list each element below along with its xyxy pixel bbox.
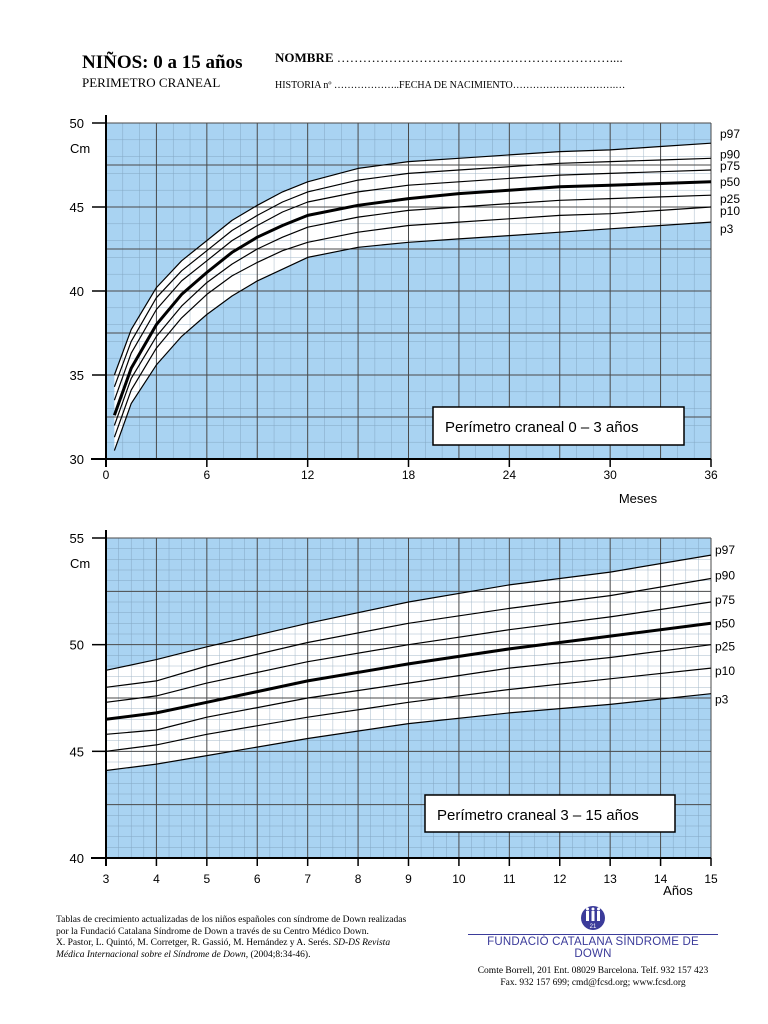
x-tick-label: 5 bbox=[203, 872, 210, 886]
x-axis-label: Años bbox=[663, 883, 693, 898]
x-tick-label: 3 bbox=[103, 872, 110, 886]
series-line-p10 bbox=[113, 206, 712, 438]
series-label-p90: p90 bbox=[720, 147, 740, 161]
x-tick-label: 0 bbox=[103, 468, 110, 482]
y-tick-label: 50 bbox=[70, 638, 84, 653]
x-tick-label: 18 bbox=[402, 468, 416, 482]
x-tick-label: 6 bbox=[203, 468, 210, 482]
percentile-band bbox=[114, 143, 712, 451]
historia-field[interactable]: HISTORIA nº ………………..FECHA DE NACIMIENTO…… bbox=[275, 80, 626, 91]
series-label-p75: p75 bbox=[715, 593, 735, 607]
y-tick-label: 45 bbox=[70, 200, 84, 215]
x-tick-label: 13 bbox=[603, 872, 617, 886]
y-tick-label: 40 bbox=[70, 284, 84, 299]
series-label-p50: p50 bbox=[715, 616, 735, 630]
logo-number: 21 bbox=[590, 924, 597, 930]
page-subtitle: PERIMETRO CRANEAL bbox=[82, 75, 221, 90]
x-tick-label: 24 bbox=[503, 468, 517, 482]
series-label-p3: p3 bbox=[715, 693, 729, 707]
series-line-p50 bbox=[105, 621, 712, 721]
chart-title: Perímetro craneal 0 – 3 años bbox=[445, 419, 638, 436]
nombre-label: NOMBRE bbox=[275, 50, 334, 65]
series-line-p97 bbox=[113, 142, 712, 376]
series-label-p25: p25 bbox=[720, 192, 740, 206]
x-axis-label: Meses bbox=[619, 491, 658, 506]
x-tick-label: 14 bbox=[654, 872, 668, 886]
org-contact: Fax. 932 157 699; cmd@fcsd.org; www.fcsd… bbox=[500, 978, 686, 988]
org-address: Comte Borrell, 201 Ent. 08029 Barcelona.… bbox=[477, 966, 709, 976]
series-label-p50: p50 bbox=[720, 175, 740, 189]
chart-title: Perímetro craneal 3 – 15 años bbox=[437, 807, 639, 824]
x-tick-label: 10 bbox=[452, 872, 466, 886]
series-label-p75: p75 bbox=[720, 159, 740, 173]
y-tick-label: 45 bbox=[70, 744, 84, 759]
series-line-p75 bbox=[113, 169, 712, 401]
ref-line-4: (2004;8:34-46). bbox=[250, 949, 311, 960]
fcsd-logo-icon: 21 bbox=[581, 906, 605, 930]
series-line-p75 bbox=[105, 601, 712, 703]
x-tick-label: 15 bbox=[704, 872, 718, 886]
series-label-p10: p10 bbox=[715, 664, 735, 678]
footer-reference: Tablas de crecimiento actualizadas de lo… bbox=[56, 915, 416, 961]
series-label-p3: p3 bbox=[720, 222, 734, 236]
x-tick-label: 36 bbox=[704, 468, 718, 482]
page-title: NIÑOS: 0 a 15 años bbox=[82, 52, 243, 73]
organization-block: 21 FUNDACIÓ CATALANA SÍNDROME DE DOWN Co… bbox=[468, 904, 718, 989]
nombre-field[interactable]: NOMBRE ……………………………………………………….... bbox=[275, 50, 623, 66]
series-line-p90 bbox=[113, 157, 712, 388]
x-tick-label: 4 bbox=[153, 872, 160, 886]
y-tick-label: 35 bbox=[70, 368, 84, 383]
series-line-p3 bbox=[105, 693, 712, 772]
y-tick-label: 30 bbox=[70, 452, 84, 467]
series-label-p10: p10 bbox=[720, 204, 740, 218]
org-name: FUNDACIÓ CATALANA SÍNDROME DE DOWN bbox=[468, 934, 718, 960]
chart-title-box bbox=[432, 406, 685, 446]
series-line-p50 bbox=[112, 180, 712, 416]
series-label-p97: p97 bbox=[715, 543, 735, 557]
x-tick-label: 9 bbox=[405, 872, 412, 886]
series-line-p97 bbox=[105, 554, 712, 671]
ref-line-2: X. Pastor, L. Quintó, M. Corretger, R. G… bbox=[56, 938, 331, 948]
series-line-p25 bbox=[113, 194, 712, 426]
x-tick-label: 8 bbox=[355, 872, 362, 886]
x-tick-label: 6 bbox=[254, 872, 261, 886]
y-axis-label: Cm bbox=[70, 556, 90, 571]
series-line-p25 bbox=[105, 644, 712, 735]
ref-line-1: Tablas de crecimiento actualizadas de lo… bbox=[56, 915, 407, 937]
series-line-p10 bbox=[105, 667, 712, 752]
series-label-p97: p97 bbox=[720, 127, 740, 141]
chart-title-box bbox=[424, 794, 676, 833]
y-tick-label: 55 bbox=[70, 531, 84, 546]
x-tick-label: 30 bbox=[603, 468, 617, 482]
y-tick-label: 50 bbox=[70, 116, 84, 131]
nombre-dots: ……………………………………………………….... bbox=[336, 50, 623, 65]
x-tick-label: 7 bbox=[304, 872, 311, 886]
x-tick-label: 11 bbox=[503, 872, 516, 886]
series-label-p25: p25 bbox=[715, 640, 735, 654]
series-label-p90: p90 bbox=[715, 569, 735, 583]
ref-line-3: SD-DS Revista Médica Internacional sobre… bbox=[56, 938, 391, 960]
y-axis-label: Cm bbox=[70, 141, 90, 156]
x-tick-label: 12 bbox=[301, 468, 315, 482]
series-line-p3 bbox=[113, 221, 712, 451]
series-line-p90 bbox=[105, 577, 712, 688]
x-tick-label: 12 bbox=[553, 872, 567, 886]
y-tick-label: 40 bbox=[70, 851, 84, 866]
